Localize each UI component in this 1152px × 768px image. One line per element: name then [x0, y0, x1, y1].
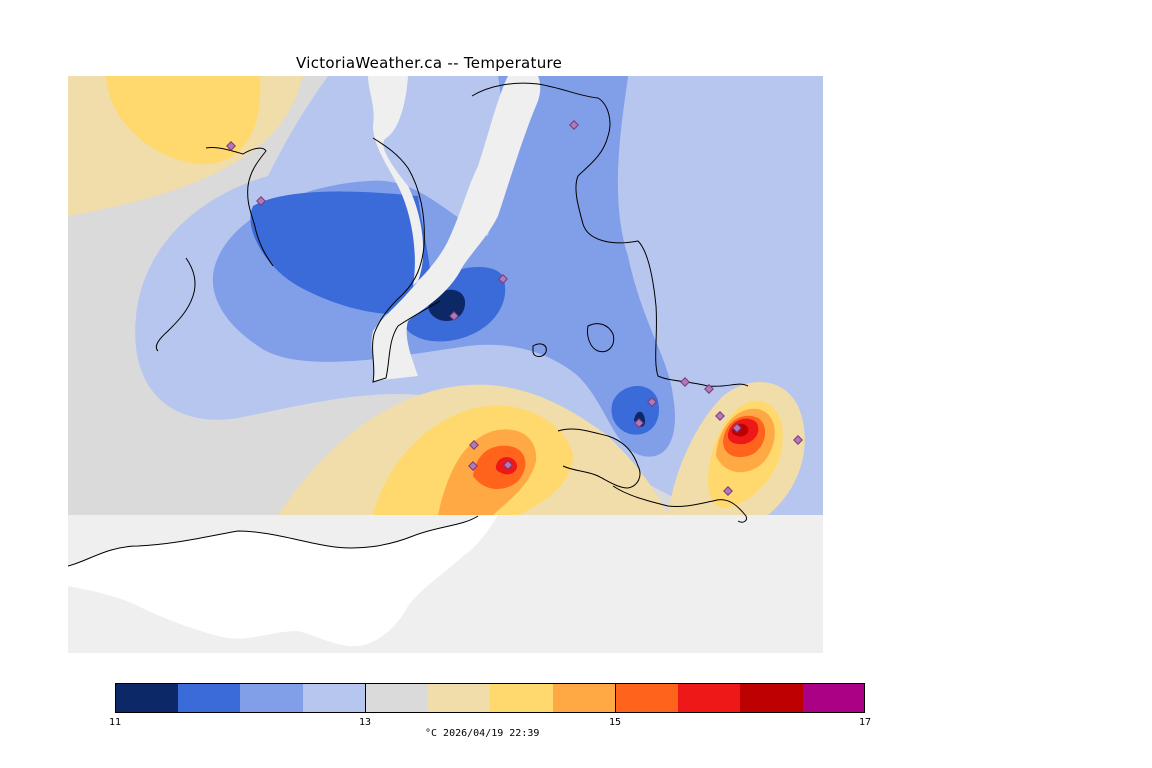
legend-swatch: [115, 683, 178, 713]
color-legend: [115, 683, 865, 713]
station-marker: [715, 411, 725, 421]
legend-swatch: [428, 683, 490, 713]
coastline-east-bay: [471, 82, 749, 387]
station-marker: [680, 377, 690, 387]
legend-tick-label: 17: [858, 717, 872, 728]
legend-tick: [115, 683, 116, 713]
station-marker: [226, 141, 236, 151]
temperature-map[interactable]: [68, 76, 823, 653]
legend-tick-label: 11: [108, 717, 122, 728]
legend-tick: [864, 683, 865, 713]
legend-tick-label: 15: [608, 717, 622, 728]
contour-11-5-west: [250, 191, 432, 315]
coastline-small-island: [587, 323, 615, 353]
land-mass-center: [368, 76, 541, 381]
station-marker: [647, 397, 657, 407]
legend-swatch: [803, 683, 865, 713]
legend-swatch: [365, 683, 428, 713]
contour-11-5-east: [611, 386, 659, 435]
legend-swatch: [178, 683, 240, 713]
station-marker: [469, 440, 479, 450]
legend-swatch: [553, 683, 615, 713]
station-marker: [723, 486, 733, 496]
coastline-southwest: [68, 515, 479, 567]
station-marker: [498, 274, 508, 284]
land-mass-southwest: [68, 515, 498, 647]
station-marker: [468, 461, 478, 471]
station-marker: [732, 423, 742, 433]
legend-swatch: [303, 683, 365, 713]
legend-caption: °C 2026/04/19 22:39: [425, 728, 540, 739]
coastline-northwest: [205, 147, 274, 267]
legend-swatch: [240, 683, 303, 713]
station-marker: [704, 384, 714, 394]
legend-swatch: [615, 683, 678, 713]
coastline-tiny-island: [532, 343, 547, 357]
legend-tick-label: 13: [358, 717, 372, 728]
station-marker: [449, 311, 459, 321]
station-marker: [569, 120, 579, 130]
station-marker: [634, 418, 644, 428]
legend-tick: [365, 683, 366, 713]
legend-tick: [615, 683, 616, 713]
coastline-southeast: [612, 485, 747, 523]
station-marker: [256, 196, 266, 206]
coastline-south-islands: [557, 428, 641, 489]
contour-14-0: [106, 76, 261, 165]
legend-swatch: [740, 683, 803, 713]
coastline-west-island: [155, 257, 196, 352]
station-marker: [503, 460, 513, 470]
legend-swatch: [490, 683, 553, 713]
legend-swatch: [678, 683, 740, 713]
station-marker: [793, 435, 803, 445]
map-title: VictoriaWeather.ca -- Temperature: [296, 54, 563, 72]
coastline-center-peninsula: [372, 137, 441, 383]
